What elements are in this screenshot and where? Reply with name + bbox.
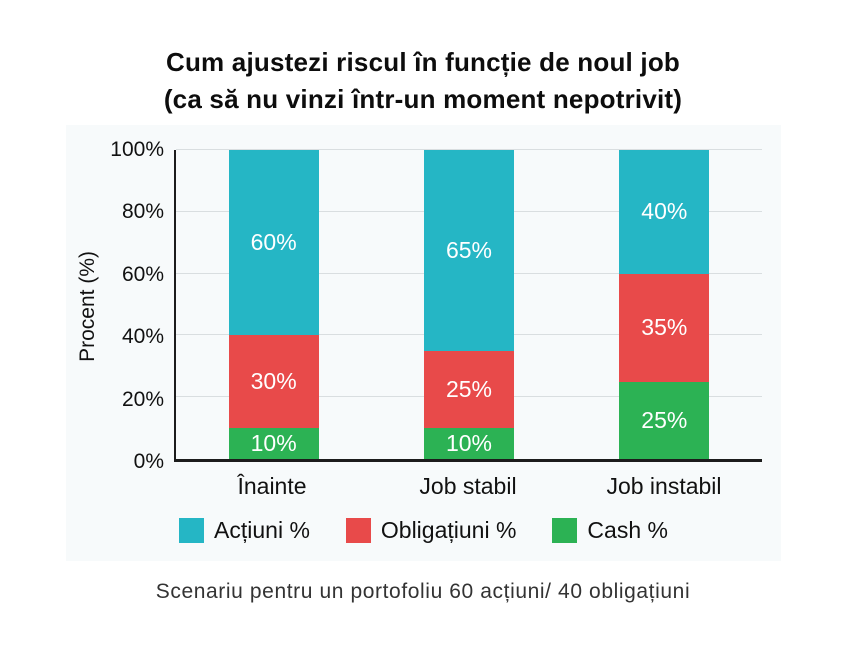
legend-swatch-icon [552,518,578,543]
legend-item: Acțiuni % [179,517,310,544]
legend-label: Acțiuni % [214,517,310,543]
y-axis-label-wrap: Procent (%) [72,150,104,462]
bar-segment: 25% [423,350,514,429]
bar-segment: 10% [228,428,319,459]
chart-title-line2: (ca să nu vinzi într-un moment nepotrivi… [163,84,683,114]
y-tick-60: 60% [121,262,164,286]
bar-segment: 40% [619,150,710,274]
y-tick-100: 100% [110,138,164,161]
chart-panel: Procent (%) 60% 30% 10% 65% 25% 10% 40% 35% 25% … [66,125,781,561]
bar-column-2: 65% 25% 10% [371,150,566,459]
chart-title-line1: Cum ajustezi riscul în funcție de noul j… [165,47,680,77]
x-label-3: Job instabil [606,473,722,499]
y-tick-40: 40% [121,325,164,349]
y-tick-80: 80% [121,200,164,224]
x-label-1: Înainte [237,473,307,499]
x-label-2: Job stabil [419,473,517,499]
bar-segment: 65% [423,150,514,351]
bar-segment: 35% [619,273,710,382]
bar-column-3: 40% 35% 25% [567,150,762,459]
bar-column-1: 60% 30% 10% [176,150,371,459]
stacked-bar-1: 60% 30% 10% [228,150,319,459]
bar-segment: 25% [619,381,710,459]
y-tick-20: 20% [121,387,164,411]
legend: Acțiuni % Obligațiuni % Cash % [66,517,781,544]
bar-segment: 10% [423,428,514,459]
chart-caption: Scenariu pentru un portofoliu 60 acțiuni… [155,580,691,603]
stacked-bar-3: 40% 35% 25% [619,150,710,459]
legend-item: Obligațiuni % [345,517,517,544]
legend-item: Cash % [552,517,668,544]
chart-title: Cum ajustezi riscul în funcție de noul j… [0,44,846,118]
bar-segment: 60% [228,150,319,336]
plot-area: 60% 30% 10% 65% 25% 10% 40% 35% 25% [174,149,762,462]
legend-label: Cash % [587,517,668,543]
gridline-100 [176,149,762,150]
bar-segment: 30% [228,335,319,429]
stacked-bar-2: 65% 25% 10% [423,150,514,459]
x-axis-labels: Înainte Job stabil Job instabil [174,473,762,500]
legend-swatch-icon [345,518,371,543]
legend-swatch-icon [179,518,205,543]
legend-label: Obligațiuni % [380,517,517,543]
y-tick-0: 0% [133,450,164,473]
